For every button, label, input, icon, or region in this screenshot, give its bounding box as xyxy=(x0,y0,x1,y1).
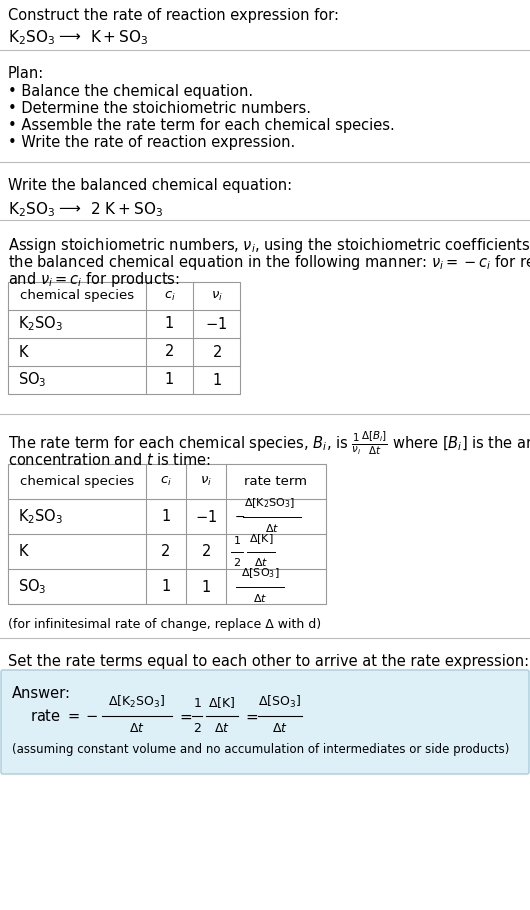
Text: $2$: $2$ xyxy=(211,344,222,360)
Text: $\mathrm{K + SO_3}$: $\mathrm{K + SO_3}$ xyxy=(90,28,148,46)
Text: $\mathrm{K}$: $\mathrm{K}$ xyxy=(18,344,30,360)
Text: $\Delta t$: $\Delta t$ xyxy=(253,592,267,603)
Text: $\longrightarrow$: $\longrightarrow$ xyxy=(56,200,82,215)
Text: and $\nu_i = c_i$ for products:: and $\nu_i = c_i$ for products: xyxy=(8,270,180,289)
Text: $\Delta[\mathrm{K}]$: $\Delta[\mathrm{K}]$ xyxy=(208,695,236,710)
Bar xyxy=(8,282,240,394)
Text: 2: 2 xyxy=(165,345,174,359)
Text: rate $= -$: rate $= -$ xyxy=(30,708,98,724)
Text: $c_i$: $c_i$ xyxy=(164,289,175,302)
Text: $2$: $2$ xyxy=(233,557,241,569)
Text: 1: 1 xyxy=(165,317,174,331)
Text: 1: 1 xyxy=(161,579,171,594)
Text: • Determine the stoichiometric numbers.: • Determine the stoichiometric numbers. xyxy=(8,101,311,116)
Text: Answer:: Answer: xyxy=(12,686,71,701)
Bar xyxy=(8,464,326,604)
Text: 2: 2 xyxy=(161,544,171,559)
Text: $=$: $=$ xyxy=(177,709,193,723)
Text: $\longrightarrow$: $\longrightarrow$ xyxy=(56,28,82,43)
Text: $\Delta t$: $\Delta t$ xyxy=(129,722,145,735)
Text: $=$: $=$ xyxy=(243,709,259,723)
Text: (for infinitesimal rate of change, replace Δ with d): (for infinitesimal rate of change, repla… xyxy=(8,618,321,631)
Text: $\mathrm{K_2SO_3}$: $\mathrm{K_2SO_3}$ xyxy=(8,28,55,46)
Text: $\Delta t$: $\Delta t$ xyxy=(214,722,230,735)
Text: Assign stoichiometric numbers, $\nu_i$, using the stoichiometric coefficients, $: Assign stoichiometric numbers, $\nu_i$, … xyxy=(8,236,530,255)
Text: chemical species: chemical species xyxy=(20,475,134,488)
Text: $\Delta t$: $\Delta t$ xyxy=(265,521,279,533)
Text: Set the rate terms equal to each other to arrive at the rate expression:: Set the rate terms equal to each other t… xyxy=(8,654,529,669)
Text: $\mathrm{K_2SO_3}$: $\mathrm{K_2SO_3}$ xyxy=(8,200,55,218)
Text: • Balance the chemical equation.: • Balance the chemical equation. xyxy=(8,84,253,99)
Text: $\mathrm{K}$: $\mathrm{K}$ xyxy=(18,543,30,560)
Text: Write the balanced chemical equation:: Write the balanced chemical equation: xyxy=(8,178,292,193)
Text: $\Delta t$: $\Delta t$ xyxy=(254,557,268,569)
Text: $\mathrm{K_2SO_3}$: $\mathrm{K_2SO_3}$ xyxy=(18,507,63,526)
Text: $\Delta[\mathrm{SO_3}]$: $\Delta[\mathrm{SO_3}]$ xyxy=(259,694,302,710)
Text: $\Delta[\mathrm{K_2SO_3}]$: $\Delta[\mathrm{K_2SO_3}]$ xyxy=(108,694,166,710)
Text: 1: 1 xyxy=(165,372,174,388)
Text: concentration and $t$ is time:: concentration and $t$ is time: xyxy=(8,452,211,468)
Text: $1$: $1$ xyxy=(192,697,201,710)
Text: $1$: $1$ xyxy=(233,533,241,545)
Text: • Assemble the rate term for each chemical species.: • Assemble the rate term for each chemic… xyxy=(8,118,395,133)
Text: The rate term for each chemical species, $B_i$, is $\frac{1}{\nu_i}\frac{\Delta[: The rate term for each chemical species,… xyxy=(8,430,530,458)
Text: $\mathrm{SO_3}$: $\mathrm{SO_3}$ xyxy=(18,577,47,596)
Text: rate term: rate term xyxy=(244,475,307,488)
Text: $\nu_i$: $\nu_i$ xyxy=(200,475,212,488)
FancyBboxPatch shape xyxy=(1,670,529,774)
Text: $2$: $2$ xyxy=(193,722,201,735)
Text: $\Delta t$: $\Delta t$ xyxy=(272,722,288,735)
Text: $-$: $-$ xyxy=(234,510,245,523)
Text: $\Delta[\mathrm{K}]$: $\Delta[\mathrm{K}]$ xyxy=(249,531,273,545)
Text: $\mathrm{SO_3}$: $\mathrm{SO_3}$ xyxy=(18,370,47,389)
Text: 1: 1 xyxy=(161,509,171,524)
Text: • Write the rate of reaction expression.: • Write the rate of reaction expression. xyxy=(8,135,295,150)
Text: Construct the rate of reaction expression for:: Construct the rate of reaction expressio… xyxy=(8,8,339,23)
Text: $-1$: $-1$ xyxy=(206,316,227,332)
Text: (assuming constant volume and no accumulation of intermediates or side products): (assuming constant volume and no accumul… xyxy=(12,743,509,756)
Text: $c_i$: $c_i$ xyxy=(160,475,172,488)
Text: $1$: $1$ xyxy=(211,372,222,388)
Text: $\Delta[\mathrm{K_2SO_3}]$: $\Delta[\mathrm{K_2SO_3}]$ xyxy=(244,497,295,511)
Text: Plan:: Plan: xyxy=(8,66,44,81)
Text: $\nu_i$: $\nu_i$ xyxy=(210,289,223,302)
Text: the balanced chemical equation in the following manner: $\nu_i = -c_i$ for react: the balanced chemical equation in the fo… xyxy=(8,253,530,272)
Text: $2$: $2$ xyxy=(201,543,211,560)
Text: $1$: $1$ xyxy=(201,579,211,594)
Text: $\mathrm{K_2SO_3}$: $\mathrm{K_2SO_3}$ xyxy=(18,315,63,333)
Text: $\mathrm{2\ K + SO_3}$: $\mathrm{2\ K + SO_3}$ xyxy=(90,200,163,218)
Text: $\Delta[\mathrm{SO_3}]$: $\Delta[\mathrm{SO_3}]$ xyxy=(241,567,279,581)
Text: chemical species: chemical species xyxy=(20,289,134,302)
Text: $-1$: $-1$ xyxy=(195,509,217,524)
